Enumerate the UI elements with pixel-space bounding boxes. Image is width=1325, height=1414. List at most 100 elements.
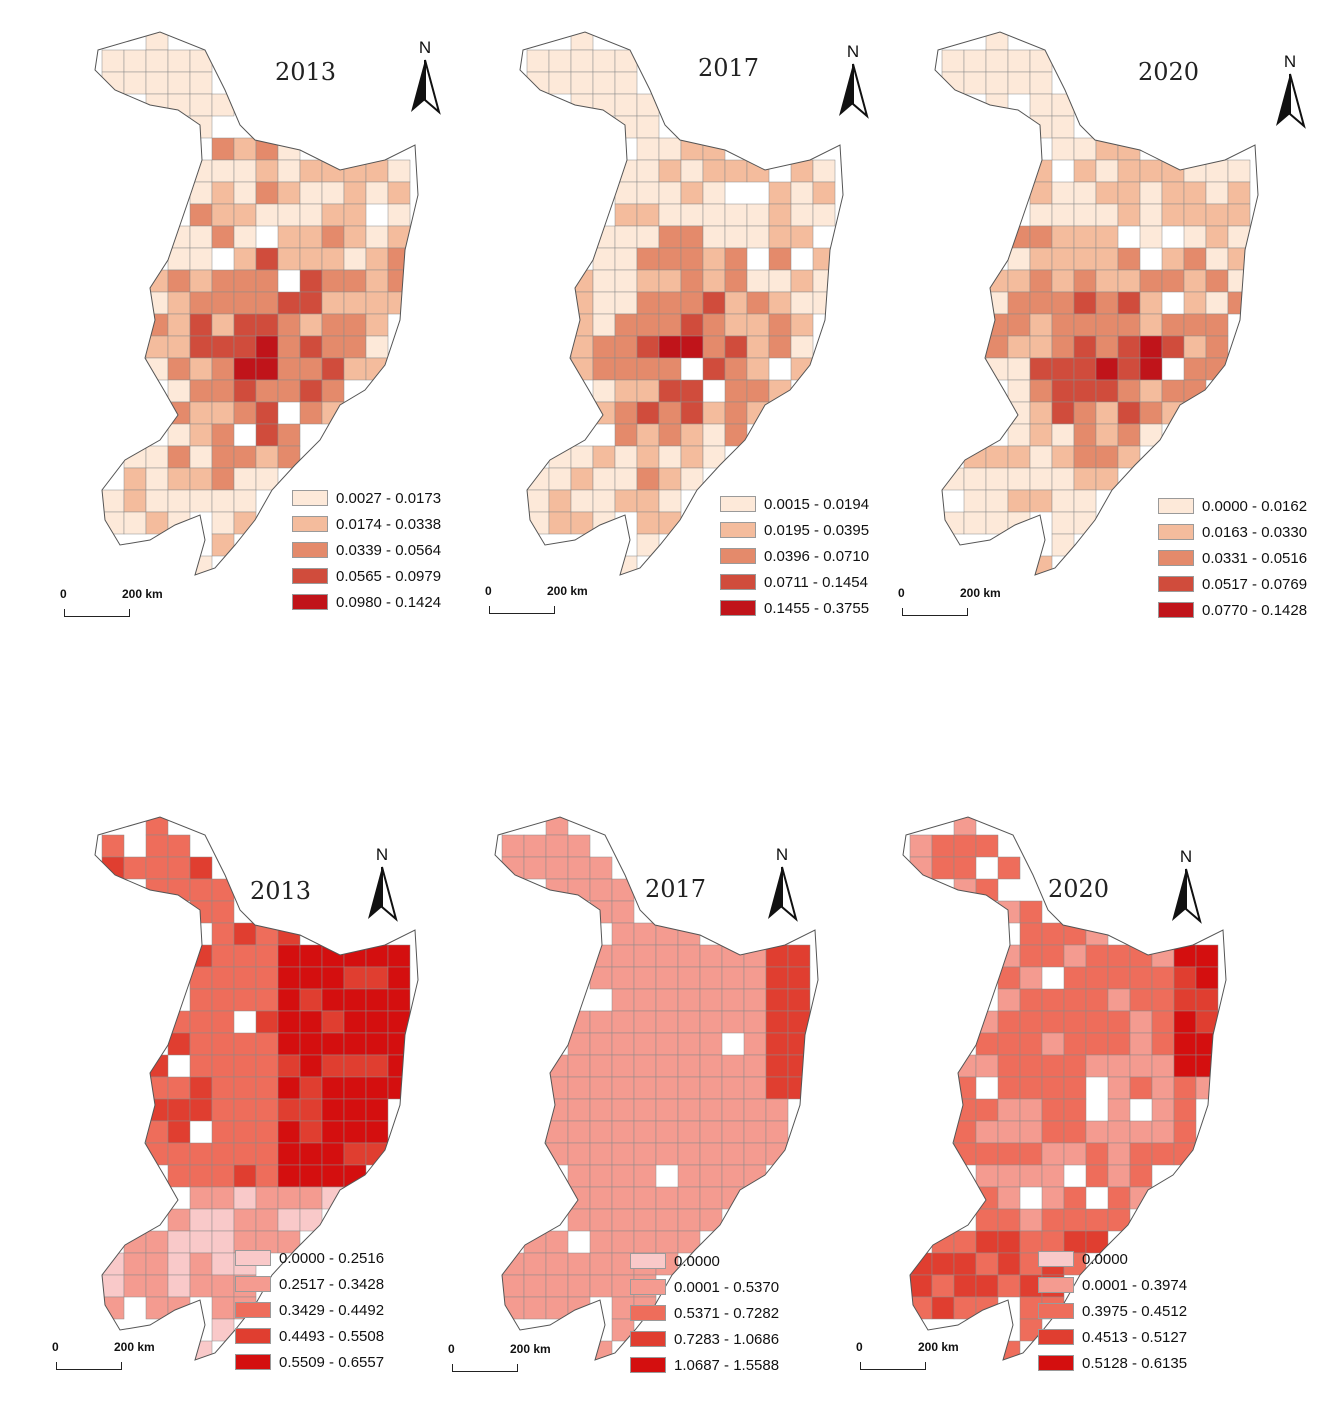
- region-cell: [975, 834, 999, 858]
- region-cell: [365, 988, 389, 1012]
- region-cell: [680, 269, 704, 293]
- region-cell: [636, 489, 660, 513]
- legend-swatch: [235, 1354, 271, 1370]
- region-cell: [167, 467, 191, 491]
- region-cell: [611, 1120, 635, 1144]
- region-cell: [702, 335, 726, 359]
- region-cell: [1095, 225, 1119, 249]
- region-cell: [211, 269, 235, 293]
- region-cell: [658, 313, 682, 337]
- region-cell: [299, 379, 323, 403]
- region-cell: [545, 817, 569, 836]
- region-cell: [614, 445, 638, 469]
- region-cell: [343, 966, 367, 990]
- region-cell: [1195, 1054, 1219, 1078]
- region-cell: [1129, 1076, 1153, 1100]
- legend: 0.0015 - 0.0194 0.0195 - 0.0395 0.0396 -…: [720, 491, 869, 621]
- region-cell: [655, 944, 679, 968]
- region-cell: [655, 1054, 679, 1078]
- region-cell: [299, 1186, 323, 1210]
- scale-distance-label: 200 km: [547, 584, 588, 598]
- region-cell: [1195, 988, 1219, 1012]
- region-cell: [211, 401, 235, 425]
- region-cell: [787, 988, 811, 1012]
- region-cell: [909, 1252, 933, 1276]
- region-cell: [365, 1010, 389, 1034]
- region-cell: [123, 1230, 147, 1254]
- map-regions: [101, 32, 411, 575]
- region-cell: [1029, 269, 1053, 293]
- region-cell: [677, 1054, 701, 1078]
- region-cell: [790, 181, 814, 205]
- region-cell: [365, 1054, 389, 1078]
- legend-swatch: [1038, 1277, 1074, 1293]
- region-cell: [724, 313, 748, 337]
- region-cell: [592, 379, 616, 403]
- region-cell: [611, 1318, 635, 1342]
- region-cell: [1151, 1076, 1175, 1100]
- legend-label: 0.0195 - 0.0395: [764, 521, 870, 539]
- legend-item: 0.0027 - 0.0173: [292, 485, 441, 511]
- region-cell: [1029, 357, 1053, 381]
- legend-label: 1.0687 - 1.5588: [674, 1356, 780, 1374]
- region-cell: [1117, 181, 1141, 205]
- region-cell: [255, 1142, 279, 1166]
- region-cell: [189, 71, 213, 95]
- region-cell: [1195, 1076, 1219, 1100]
- region-cell: [299, 1076, 323, 1100]
- region-cell: [787, 1032, 811, 1056]
- legend-swatch: [1038, 1329, 1074, 1345]
- region-cell: [658, 335, 682, 359]
- region-cell: [211, 357, 235, 381]
- region-cell: [680, 225, 704, 249]
- region-cell: [1151, 1032, 1175, 1056]
- region-cell: [975, 1054, 999, 1078]
- region-cell: [1161, 159, 1185, 183]
- region-cell: [724, 335, 748, 359]
- region-cell: [189, 203, 213, 227]
- region-cell: [1029, 71, 1053, 95]
- region-cell: [1051, 137, 1075, 161]
- region-cell: [1151, 966, 1175, 990]
- region-cell: [343, 203, 367, 227]
- region-cell: [1019, 944, 1043, 968]
- region-cell: [255, 1098, 279, 1122]
- region-cell: [299, 225, 323, 249]
- region-cell: [790, 357, 814, 381]
- region-cell: [746, 335, 770, 359]
- region-cell: [677, 1010, 701, 1034]
- region-cell: [167, 445, 191, 469]
- region-cell: [1041, 988, 1065, 1012]
- region-cell: [1073, 335, 1097, 359]
- region-cell: [123, 445, 147, 469]
- region-cell: [1161, 181, 1185, 205]
- region-cell: [746, 203, 770, 227]
- map-panel-top-2017: 2017 N 0.0015 - 0.0194 0.0195 - 0.0395 0…: [465, 20, 895, 620]
- region-cell: [997, 988, 1021, 1012]
- region-cell: [636, 181, 660, 205]
- region-cell: [699, 1164, 723, 1188]
- region-cell: [997, 1054, 1021, 1078]
- region-cell: [1063, 1032, 1087, 1056]
- region-cell: [365, 1120, 389, 1144]
- region-cell: [189, 291, 213, 315]
- legend-label: 0.5509 - 0.6557: [279, 1353, 385, 1371]
- region-cell: [931, 856, 955, 880]
- region-cell: [343, 357, 367, 381]
- region-cell: [233, 1120, 257, 1144]
- region-cell: [343, 247, 367, 271]
- region-cell: [614, 489, 638, 513]
- region-cell: [233, 922, 257, 946]
- region-cell: [1019, 966, 1043, 990]
- region-outline: [94, 31, 419, 576]
- region-cell: [1007, 269, 1031, 293]
- region-cell: [636, 423, 660, 447]
- region-cell: [567, 1076, 591, 1100]
- legend-label: 0.2517 - 0.3428: [279, 1275, 385, 1293]
- region-cell: [589, 856, 613, 880]
- legend: 0.0000 0.0001 - 0.3974 0.3975 - 0.4512 0…: [1038, 1246, 1187, 1376]
- region-cell: [589, 1032, 613, 1056]
- region-cell: [299, 159, 323, 183]
- scale-zero-label: 0: [856, 1340, 863, 1354]
- region-cell: [1085, 966, 1109, 990]
